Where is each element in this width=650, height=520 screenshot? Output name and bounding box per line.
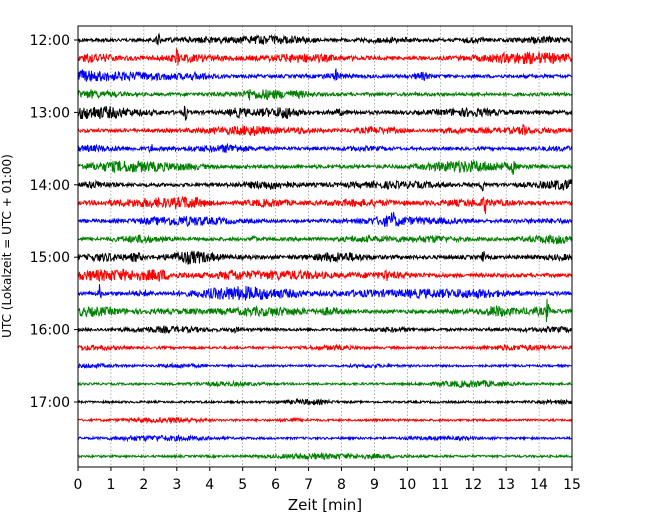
y-axis-label: UTC (Lokalzeit = UTC + 01:00) [0, 154, 14, 338]
x-tick-label: 3 [172, 477, 181, 493]
x-axis: 0 1 2 3 4 5 6 7 8 9 10 11 12 13 14 15 [74, 467, 581, 493]
y-tick-label: 14:00 [30, 178, 70, 194]
grid [110, 26, 540, 467]
x-tick-label: 2 [139, 477, 148, 493]
x-tick-label: 15 [563, 477, 581, 493]
x-tick-label: 8 [337, 477, 346, 493]
seismic-trace [77, 159, 573, 176]
seismic-trace [77, 284, 573, 301]
y-tick-label: 17:00 [30, 395, 70, 411]
seismic-trace [77, 416, 573, 425]
seismic-trace [77, 211, 573, 228]
plot-frame [77, 25, 573, 468]
seismic-trace [77, 48, 573, 66]
seismic-trace [77, 88, 573, 101]
seismic-trace [77, 123, 573, 136]
seismic-trace [77, 32, 573, 46]
x-tick-label: 7 [304, 477, 313, 493]
x-tick-label: 9 [370, 477, 379, 493]
y-axis: 12:00 13:00 14:00 15:00 16:00 17:00 [30, 33, 78, 411]
y-tick-label: 12:00 [30, 33, 70, 49]
x-tick-label: 11 [431, 477, 449, 493]
traces [77, 32, 573, 461]
seismic-trace [77, 397, 573, 406]
seismic-trace [77, 179, 573, 192]
x-tick-label: 1 [106, 477, 115, 493]
seismic-trace [77, 298, 573, 323]
x-tick-label: 10 [398, 477, 416, 493]
seismic-trace [77, 324, 573, 335]
y-tick-label: 15:00 [30, 250, 70, 266]
seismic-trace [77, 250, 573, 265]
seismic-trace [77, 268, 573, 282]
seismic-trace [77, 361, 573, 370]
x-tick-label: 13 [497, 477, 515, 493]
x-axis-label: Zeit [min] [288, 496, 362, 514]
seismic-trace [77, 343, 573, 352]
seismic-trace [77, 451, 573, 461]
x-tick-label: 14 [530, 477, 548, 493]
seismic-trace [77, 68, 573, 82]
seismic-trace [77, 379, 573, 389]
seismic-trace [77, 105, 573, 121]
x-tick-label: 5 [238, 477, 247, 493]
x-tick-label: 0 [74, 477, 83, 493]
x-tick-label: 4 [205, 477, 214, 493]
x-tick-label: 6 [271, 477, 280, 493]
seismic-trace [77, 234, 573, 245]
x-tick-label: 12 [464, 477, 482, 493]
y-tick-label: 16:00 [30, 323, 70, 339]
seismic-trace [77, 433, 573, 443]
seismic-trace [77, 195, 573, 214]
y-tick-label: 13:00 [30, 105, 70, 121]
seismic-trace [77, 142, 573, 154]
